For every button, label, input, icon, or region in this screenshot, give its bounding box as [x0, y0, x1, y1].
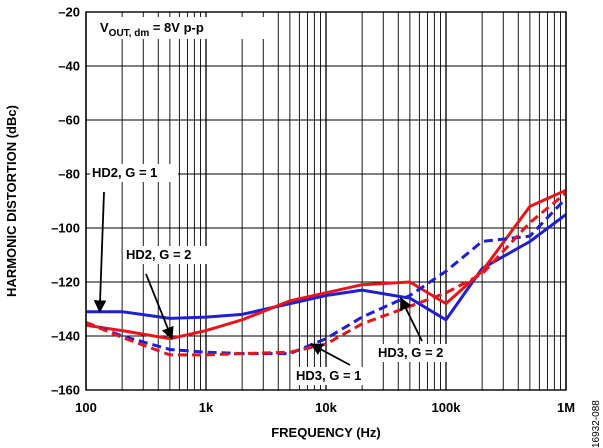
grid [85, 11, 567, 391]
y-tick-label: –80 [58, 167, 80, 182]
annotation-arrow [399, 297, 423, 342]
y-tick-labels: –20 –40 –60 –80 –100 –120 –140 –160 [51, 5, 80, 398]
annotation-label: HD2, G = 1 [92, 165, 157, 180]
annotation-label: HD2, G = 2 [126, 247, 191, 262]
x-tick-label: 1k [199, 400, 214, 415]
figure-id: 16932-088 [591, 400, 602, 448]
y-tick-label: –120 [51, 275, 80, 290]
condition-label-bg [96, 17, 264, 39]
annotation-arrow [309, 343, 351, 366]
series-line-hd3-g-1 [86, 197, 566, 356]
y-tick-label: –20 [58, 5, 80, 20]
series-line-hd3-g-2 [86, 191, 566, 357]
y-tick-label: –140 [51, 329, 80, 344]
y-tick-label: –60 [58, 113, 80, 128]
condition-label: VOUT, dm = 8V p-p [100, 20, 204, 39]
x-tick-label: 1M [557, 400, 575, 415]
y-tick-label: –100 [51, 221, 80, 236]
annotation-label-bg [124, 246, 212, 264]
annotation-label-bg [294, 367, 382, 385]
annotation-label: HD3, G = 2 [378, 345, 443, 360]
condition-suffix: = 8V p-p [149, 20, 204, 35]
x-tick-label: 100 [75, 400, 97, 415]
annotation-label: HD3, G = 1 [296, 368, 361, 383]
x-tick-labels: 100 1k 10k 100k 1M [75, 400, 575, 415]
y-axis-title: HARMONIC DISTORTION (dBc) [4, 105, 19, 297]
annotations: HD2, G = 1 HD2, G = 2 HD3, G = 1 HD3, G = 2 [90, 164, 466, 385]
plot-frame [85, 11, 567, 391]
y-tick-label: –160 [51, 383, 80, 398]
annotation-arrow [145, 273, 174, 340]
x-tick-label: 10k [315, 400, 337, 415]
x-tick-label: 100k [432, 400, 462, 415]
annotation-label-bg [90, 164, 178, 182]
series-line-hd2-g-1 [86, 213, 566, 322]
condition-prefix: V [100, 20, 109, 35]
y-tick-label: –40 [58, 59, 80, 74]
annotation-label-bg [376, 344, 466, 362]
condition-subscript: OUT, dm [109, 28, 150, 39]
annotation-arrow [93, 191, 107, 313]
x-axis-title: FREQUENCY (Hz) [271, 425, 381, 440]
